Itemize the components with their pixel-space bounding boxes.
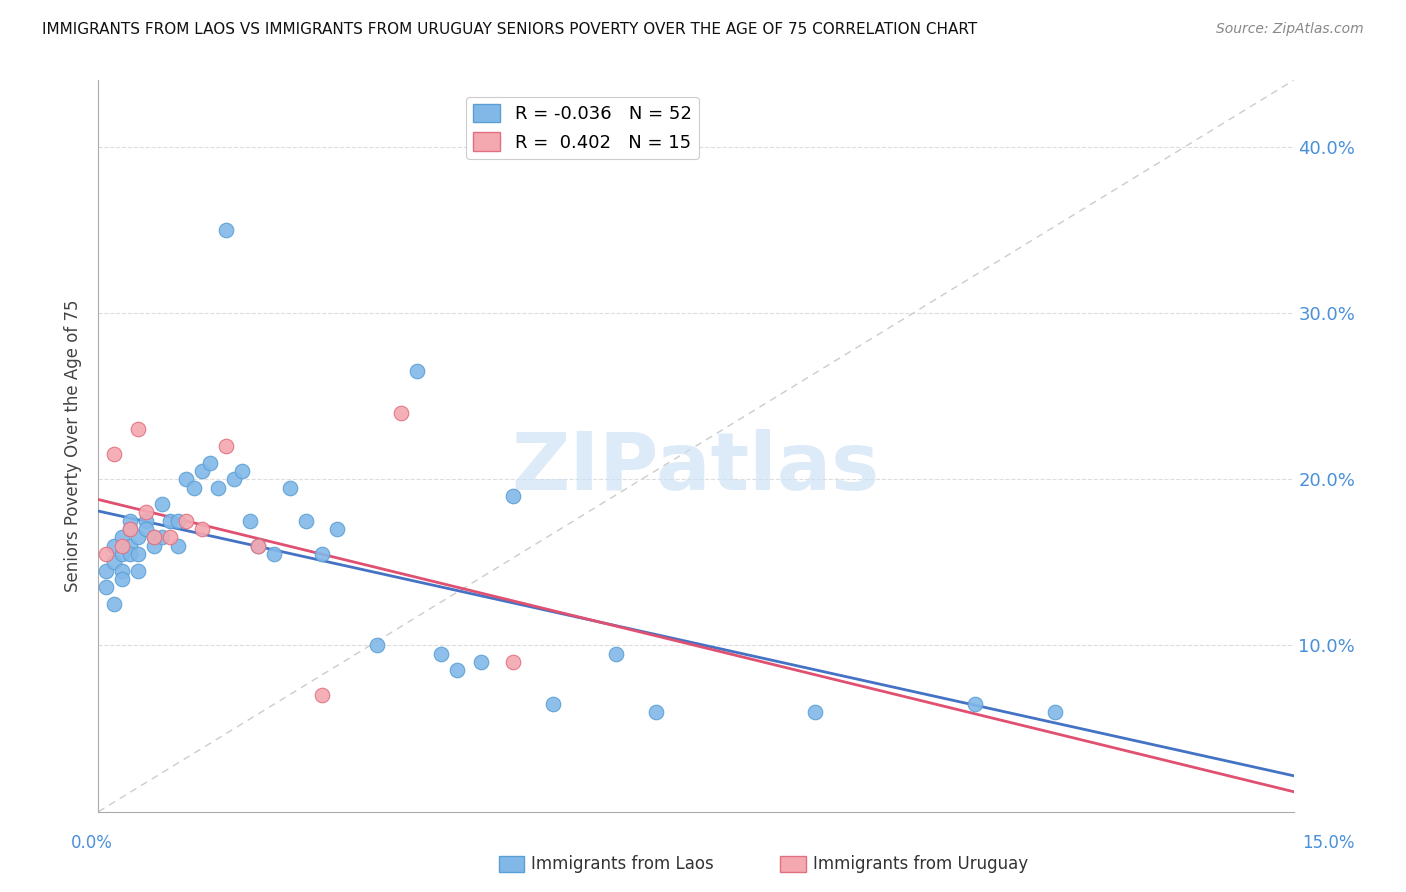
Point xyxy=(174,514,197,528)
Point xyxy=(541,697,564,711)
Point xyxy=(127,547,149,561)
Point xyxy=(96,547,118,561)
Point xyxy=(120,514,142,528)
Point xyxy=(215,439,238,453)
Point xyxy=(239,514,262,528)
Point xyxy=(111,564,134,578)
Point xyxy=(135,506,157,520)
Text: Immigrants from Uruguay: Immigrants from Uruguay xyxy=(813,855,1028,873)
Point xyxy=(1043,705,1066,719)
Point xyxy=(167,539,190,553)
Point xyxy=(278,481,301,495)
Point xyxy=(222,472,245,486)
Point xyxy=(963,697,986,711)
Point xyxy=(120,539,142,553)
Point xyxy=(111,530,134,544)
Text: IMMIGRANTS FROM LAOS VS IMMIGRANTS FROM URUGUAY SENIORS POVERTY OVER THE AGE OF : IMMIGRANTS FROM LAOS VS IMMIGRANTS FROM … xyxy=(42,22,977,37)
Point xyxy=(470,655,492,669)
Point xyxy=(430,647,453,661)
Point xyxy=(120,522,142,536)
Y-axis label: Seniors Poverty Over the Age of 75: Seniors Poverty Over the Age of 75 xyxy=(65,300,83,592)
Point xyxy=(198,456,221,470)
Point xyxy=(645,705,668,719)
Point xyxy=(127,564,149,578)
Text: Immigrants from Laos: Immigrants from Laos xyxy=(531,855,714,873)
Point xyxy=(127,530,149,544)
Point xyxy=(366,639,388,653)
Point xyxy=(103,447,125,461)
Point xyxy=(120,547,142,561)
Text: Source: ZipAtlas.com: Source: ZipAtlas.com xyxy=(1216,22,1364,37)
Point xyxy=(174,472,197,486)
Point xyxy=(605,647,627,661)
Text: ZIPatlas: ZIPatlas xyxy=(512,429,880,507)
Point xyxy=(96,564,118,578)
Point xyxy=(103,597,125,611)
Point xyxy=(150,530,173,544)
Point xyxy=(207,481,229,495)
Point xyxy=(159,514,181,528)
Point xyxy=(294,514,316,528)
Text: 0.0%: 0.0% xyxy=(70,834,112,852)
Legend: R = -0.036   N = 52, R =  0.402   N = 15: R = -0.036 N = 52, R = 0.402 N = 15 xyxy=(465,96,699,159)
Point xyxy=(246,539,269,553)
Point xyxy=(111,572,134,586)
Point xyxy=(143,539,166,553)
Point xyxy=(191,464,214,478)
Point xyxy=(311,689,333,703)
Point xyxy=(389,406,412,420)
Text: 15.0%: 15.0% xyxy=(1302,834,1355,852)
Point xyxy=(150,497,173,511)
Point xyxy=(135,514,157,528)
Point xyxy=(231,464,253,478)
Point xyxy=(127,422,149,436)
Point xyxy=(120,522,142,536)
Point xyxy=(183,481,205,495)
Point xyxy=(311,547,333,561)
Point xyxy=(111,539,134,553)
Point xyxy=(159,530,181,544)
Point xyxy=(191,522,214,536)
Point xyxy=(446,664,468,678)
Point xyxy=(406,364,429,378)
Point xyxy=(167,514,190,528)
Point xyxy=(326,522,349,536)
Point xyxy=(103,555,125,569)
Point xyxy=(263,547,285,561)
Point xyxy=(143,530,166,544)
Point xyxy=(111,547,134,561)
Point xyxy=(135,522,157,536)
Point xyxy=(804,705,827,719)
Point xyxy=(96,580,118,594)
Point xyxy=(215,223,238,237)
Point xyxy=(143,530,166,544)
Point xyxy=(502,655,524,669)
Point xyxy=(246,539,269,553)
Point xyxy=(502,489,524,503)
Point xyxy=(103,539,125,553)
